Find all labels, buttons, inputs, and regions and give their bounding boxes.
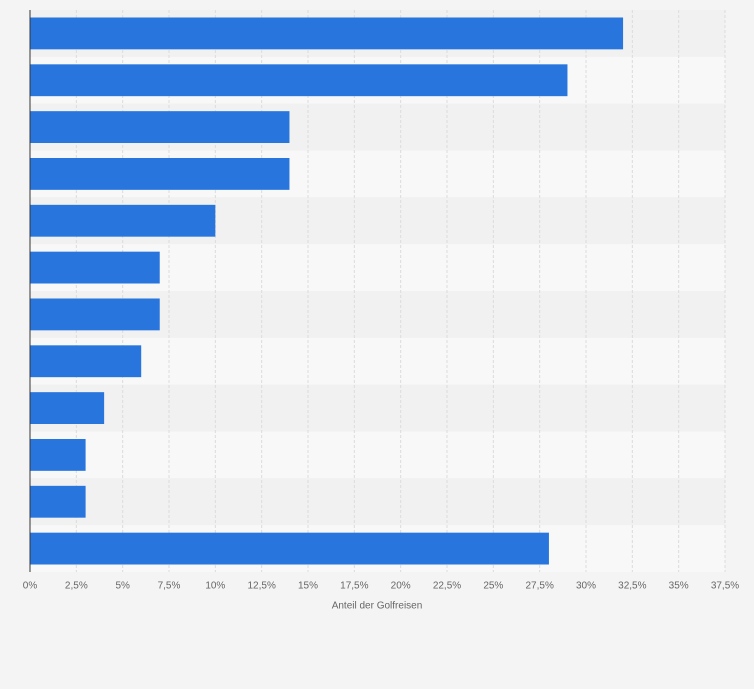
x-tick-label: 12,5% xyxy=(247,581,275,592)
bar xyxy=(30,298,160,331)
x-tick-label: 30% xyxy=(576,581,596,592)
bar xyxy=(30,345,142,378)
x-tick-label: 0% xyxy=(23,581,38,592)
row-band xyxy=(30,337,725,385)
row-band xyxy=(30,431,725,479)
bar xyxy=(30,157,290,190)
x-tick-label: 25% xyxy=(483,581,503,592)
row-band xyxy=(30,478,725,526)
bar xyxy=(30,64,568,97)
bar xyxy=(30,204,216,237)
x-tick-label: 15% xyxy=(298,581,318,592)
bar xyxy=(30,532,549,565)
x-tick-label: 20% xyxy=(391,581,411,592)
x-tick-label: 5% xyxy=(115,581,130,592)
bar xyxy=(30,251,160,284)
bar xyxy=(30,438,86,471)
x-axis-label: Anteil der Golfreisen xyxy=(332,601,423,612)
x-tick-label: 37,5% xyxy=(711,581,739,592)
bar xyxy=(30,392,105,425)
x-tick-label: 2,5% xyxy=(65,581,88,592)
x-tick-label: 22,5% xyxy=(433,581,461,592)
bar xyxy=(30,17,624,50)
x-tick-label: 35% xyxy=(669,581,689,592)
row-band xyxy=(30,384,725,432)
x-tick-label: 27,5% xyxy=(525,581,553,592)
bar xyxy=(30,111,290,144)
x-tick-label: 32,5% xyxy=(618,581,646,592)
x-tick-label: 7,5% xyxy=(158,581,181,592)
x-tick-label: 17,5% xyxy=(340,581,368,592)
x-tick-label: 10% xyxy=(205,581,225,592)
bar xyxy=(30,485,86,518)
